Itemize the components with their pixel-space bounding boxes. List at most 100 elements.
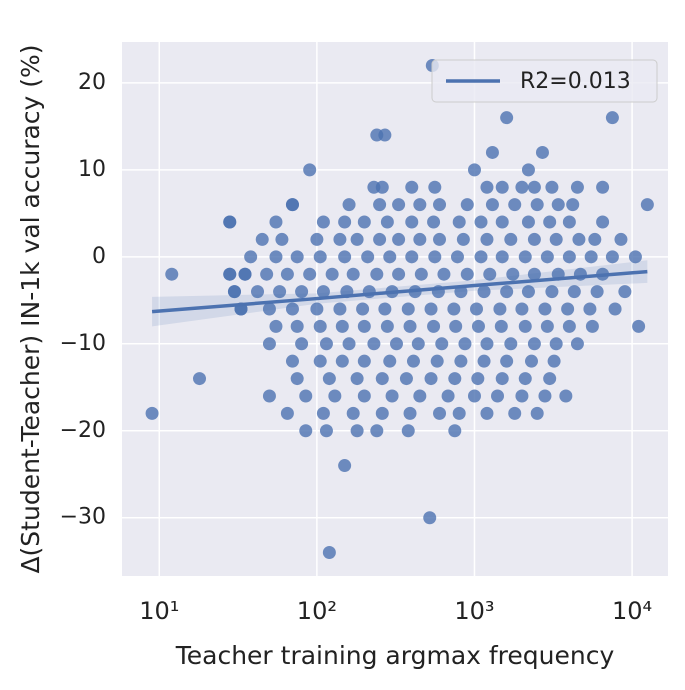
point: [447, 302, 461, 316]
point: [269, 319, 283, 333]
point: [628, 250, 642, 264]
point: [328, 389, 342, 403]
point: [285, 198, 299, 212]
point: [424, 302, 438, 316]
y-tick-label: −20: [60, 418, 106, 443]
point: [460, 267, 474, 281]
point: [480, 180, 494, 194]
point: [269, 215, 283, 229]
point: [346, 406, 360, 420]
point: [450, 250, 464, 264]
point: [392, 232, 406, 246]
point: [303, 267, 317, 281]
point: [285, 302, 299, 316]
point: [299, 424, 313, 438]
point: [165, 267, 179, 281]
point: [549, 337, 563, 351]
point: [361, 250, 375, 264]
point: [547, 354, 561, 368]
point: [413, 232, 427, 246]
point: [467, 389, 481, 403]
point: [260, 267, 274, 281]
point: [378, 128, 392, 142]
point: [500, 354, 514, 368]
point: [406, 354, 420, 368]
point: [572, 232, 586, 246]
x-tick-label: 10⁴: [612, 597, 652, 625]
point: [335, 354, 349, 368]
point: [335, 319, 349, 333]
point: [370, 424, 384, 438]
point: [590, 285, 604, 299]
point: [562, 319, 576, 333]
point: [433, 232, 447, 246]
point: [405, 215, 419, 229]
point: [273, 285, 287, 299]
point: [545, 285, 559, 299]
point: [632, 319, 646, 333]
point: [485, 198, 499, 212]
point: [530, 406, 544, 420]
point: [322, 546, 336, 560]
point: [483, 267, 497, 281]
point: [474, 215, 488, 229]
point: [251, 285, 265, 299]
point: [480, 406, 494, 420]
point: [585, 319, 599, 333]
point: [350, 424, 364, 438]
point: [357, 389, 371, 403]
point: [614, 232, 628, 246]
point: [338, 215, 352, 229]
point: [448, 372, 462, 386]
point: [527, 180, 541, 194]
point: [433, 406, 447, 420]
point: [504, 232, 518, 246]
point: [325, 267, 339, 281]
x-axis-label: Teacher training argmax frequency: [175, 641, 615, 670]
point: [596, 180, 610, 194]
point: [493, 302, 507, 316]
point: [474, 250, 488, 264]
point: [515, 389, 529, 403]
point: [285, 354, 299, 368]
point: [535, 145, 549, 159]
point: [275, 232, 289, 246]
point: [538, 389, 552, 403]
point: [471, 319, 485, 333]
point: [448, 424, 462, 438]
point: [255, 232, 269, 246]
point: [428, 180, 442, 194]
point: [405, 250, 419, 264]
point: [494, 319, 508, 333]
point: [467, 163, 481, 177]
point: [605, 111, 619, 125]
point: [350, 372, 364, 386]
point: [290, 319, 304, 333]
point: [375, 180, 389, 194]
legend-box: [431, 59, 658, 103]
point: [310, 302, 324, 316]
point: [480, 232, 494, 246]
point: [495, 250, 509, 264]
point: [303, 163, 317, 177]
point: [244, 250, 258, 264]
point: [313, 354, 327, 368]
point: [538, 302, 552, 316]
point: [562, 250, 576, 264]
point: [316, 215, 330, 229]
x-tick-label: 10²: [297, 597, 337, 625]
point: [530, 198, 544, 212]
point: [405, 180, 419, 194]
point: [435, 337, 449, 351]
point: [383, 354, 397, 368]
point: [380, 319, 394, 333]
point: [504, 337, 518, 351]
point: [370, 267, 384, 281]
point: [508, 198, 522, 212]
point: [452, 406, 466, 420]
point: [299, 389, 313, 403]
point: [411, 337, 425, 351]
point: [356, 302, 370, 316]
point: [223, 267, 237, 281]
